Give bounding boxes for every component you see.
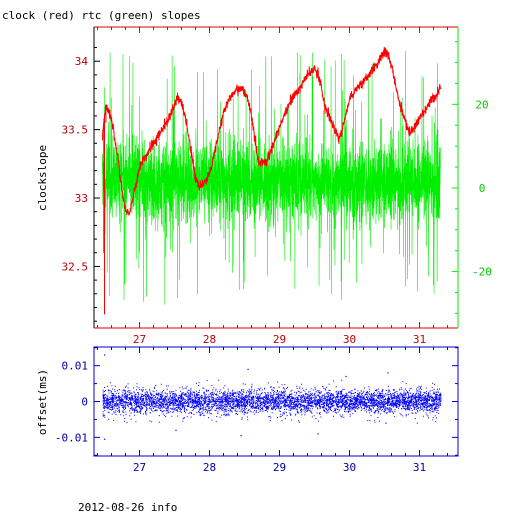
top-y2-tick-label: 20 — [475, 98, 488, 111]
offset-outlier-point — [345, 375, 347, 378]
offset-outlier-point — [387, 372, 389, 374]
bottom-x-tick-label: 27 — [133, 461, 146, 474]
top-x-tick-label: 29 — [273, 333, 286, 346]
offset-outlier-point — [247, 368, 249, 370]
offset-outlier-point — [104, 354, 106, 356]
top-x-tick-label: 28 — [203, 333, 216, 346]
rtc-series-line — [102, 51, 441, 305]
chart-title: clock (red) rtc (green) slopes — [2, 9, 201, 22]
bottom-y-tick-label: 0 — [81, 396, 88, 409]
bottom-panel: 27 28 29 30 31 -0.01 0 0.01 offset(ms) — [36, 346, 459, 474]
bottom-x-tick-label: 31 — [413, 461, 426, 474]
top-x-tick-label: 31 — [413, 333, 426, 346]
offset-points — [102, 379, 442, 424]
top-panel: 27 28 29 30 31 32.5 33 33.5 34 -20 0 20 clockslope — [36, 26, 492, 346]
top-y2-tick-label: 0 — [479, 182, 486, 195]
offset-outlier-point — [104, 438, 106, 440]
footer-text: 2012-08-26 info — [78, 501, 177, 512]
offset-outlier-point — [317, 433, 319, 435]
top-y-tick-label: 33 — [75, 192, 88, 205]
offset-outlier-point — [240, 435, 242, 437]
top-y-tick-label: 32.5 — [62, 260, 89, 273]
bottom-y-tick-label: -0.01 — [55, 431, 88, 444]
top-y-axis-label: clockslope — [36, 145, 49, 211]
top-x-tick-label: 27 — [133, 333, 146, 346]
bottom-x-tick-label: 29 — [273, 461, 286, 474]
offset-outlier-point — [385, 422, 387, 424]
clock-series-line — [101, 47, 441, 216]
bottom-x-tick-label: 28 — [203, 461, 216, 474]
top-x-tick-label: 30 — [343, 333, 356, 346]
top-y-tick-label: 34 — [75, 55, 89, 68]
bottom-y-axis-label: offset(ms) — [36, 369, 49, 435]
bottom-y-tick-label: 0.01 — [62, 360, 89, 373]
bottom-x-tick-label: 30 — [343, 461, 356, 474]
top-y-tick-label: 33.5 — [62, 124, 89, 137]
offset-outlier-point — [175, 429, 177, 431]
top-y2-tick-label: -20 — [472, 266, 492, 279]
